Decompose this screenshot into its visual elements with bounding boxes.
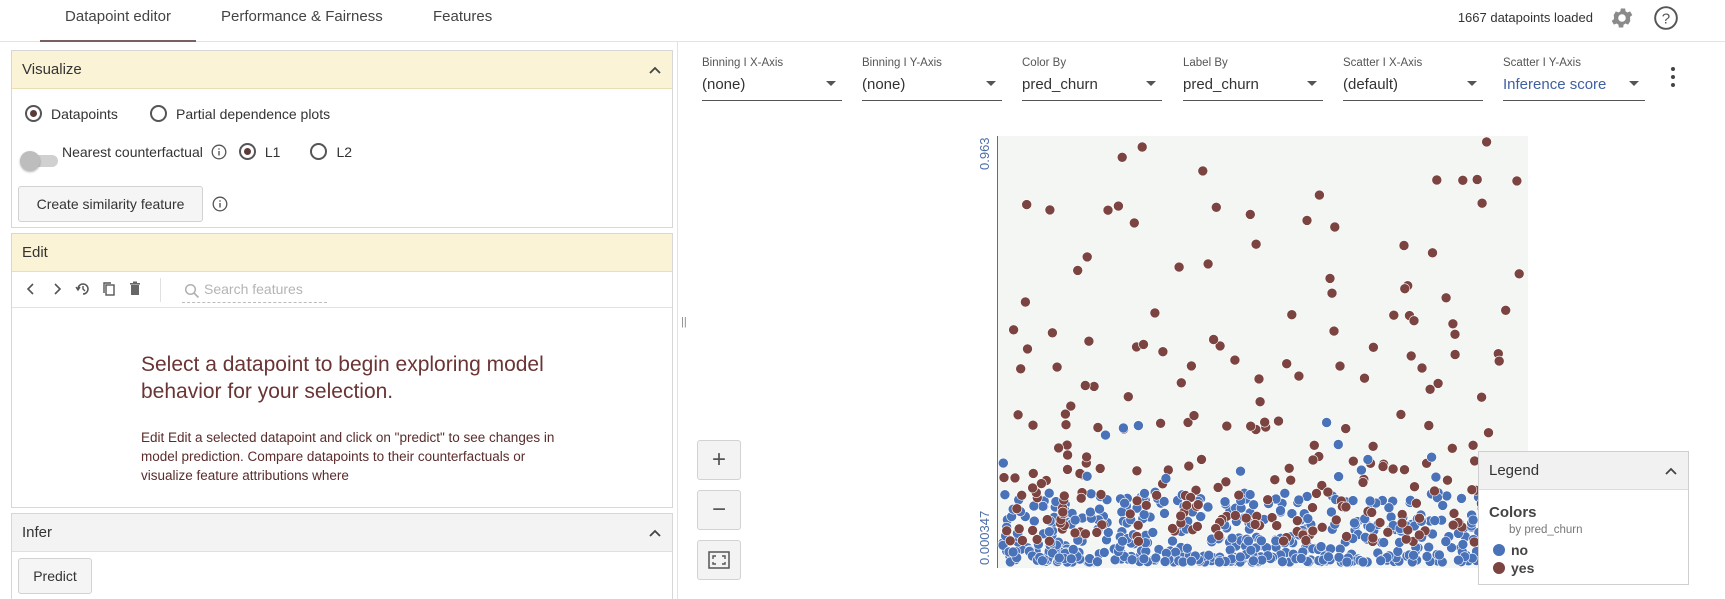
chevron-left-icon[interactable] bbox=[22, 280, 40, 298]
visualize-header[interactable]: Visualize bbox=[12, 51, 672, 89]
search-features-box[interactable] bbox=[182, 277, 327, 303]
y-axis-max-label: 0.963 bbox=[977, 137, 992, 170]
search-icon bbox=[184, 283, 200, 299]
left-panel: Visualize Datapoints Partial dependence … bbox=[11, 50, 673, 599]
dropdown-arrow-icon bbox=[1467, 81, 1477, 86]
color-by-value: pred_churn bbox=[1022, 76, 1098, 93]
visualize-section: Visualize Datapoints Partial dependence … bbox=[11, 50, 673, 228]
empty-state-title: Select a datapoint to begin exploring mo… bbox=[141, 353, 544, 403]
counterfactual-toggle[interactable] bbox=[20, 151, 60, 171]
legend-panel: Legend Colors by pred_churn no yes bbox=[1478, 451, 1689, 585]
gear-icon[interactable] bbox=[1609, 5, 1635, 31]
datapoints-loaded-status: 1667 datapoints loaded bbox=[1457, 10, 1593, 25]
predict-button[interactable]: Predict bbox=[18, 558, 92, 594]
edit-header[interactable]: Edit bbox=[12, 234, 672, 272]
infer-title: Infer bbox=[22, 524, 53, 541]
binning-x-value: (none) bbox=[702, 76, 746, 93]
scatter-x-label: Scatter I X-Axis bbox=[1343, 57, 1423, 69]
dropdown-arrow-icon bbox=[1629, 81, 1639, 86]
fit-screen-icon bbox=[708, 551, 730, 569]
radio-l1-label: L1 bbox=[264, 143, 281, 160]
scatter-plot-area[interactable] bbox=[997, 136, 1528, 568]
radio-datapoints-control[interactable] bbox=[25, 105, 42, 122]
delete-icon[interactable] bbox=[126, 280, 144, 298]
more-vert-icon[interactable] bbox=[1670, 66, 1676, 88]
radio-pdp-control[interactable] bbox=[150, 105, 167, 122]
infer-section: Infer Predict bbox=[11, 513, 673, 599]
zoom-out-button[interactable]: − bbox=[697, 490, 741, 530]
info-icon[interactable] bbox=[212, 196, 228, 212]
visualize-title: Visualize bbox=[22, 61, 82, 78]
help-icon[interactable]: ? bbox=[1653, 5, 1679, 31]
counterfactual-row: Nearest counterfactual L1 L2 bbox=[62, 143, 352, 160]
binning-y-value: (none) bbox=[862, 76, 906, 93]
legend-label-yes: yes bbox=[1511, 560, 1535, 576]
chevron-up-icon[interactable] bbox=[648, 63, 662, 77]
binning-y-axis-select[interactable]: Binning I Y-Axis (none) bbox=[862, 57, 1002, 101]
radio-l2-control[interactable] bbox=[310, 143, 328, 160]
scatter-y-label: Scatter I Y-Axis bbox=[1503, 57, 1581, 69]
copy-icon[interactable] bbox=[100, 280, 118, 298]
zoom-in-button[interactable]: + bbox=[697, 440, 741, 480]
chevron-up-icon[interactable] bbox=[648, 526, 662, 540]
edit-title: Edit bbox=[22, 244, 48, 261]
legend-header[interactable]: Legend bbox=[1479, 452, 1688, 490]
label-by-value: pred_churn bbox=[1183, 76, 1259, 93]
legend-item-no: no bbox=[1493, 542, 1528, 558]
edit-section: Edit Select a datapoint to begin explori… bbox=[11, 233, 673, 508]
legend-item-yes: yes bbox=[1493, 560, 1534, 576]
radio-l2-label: L2 bbox=[336, 143, 353, 160]
radio-partial-dependence[interactable]: Partial dependence plots bbox=[150, 105, 330, 122]
scatter-x-value: (default) bbox=[1343, 76, 1399, 93]
legend-colors-title: Colors bbox=[1489, 504, 1537, 521]
svg-text:?: ? bbox=[1662, 10, 1670, 27]
legend-label-no: no bbox=[1511, 542, 1529, 558]
counterfactual-label: Nearest counterfactual bbox=[62, 143, 203, 160]
empty-state-body: Edit Edit a selected datapoint and click… bbox=[141, 430, 555, 483]
top-nav: Datapoint editor Performance & Fairness … bbox=[0, 0, 1725, 42]
radio-datapoints[interactable]: Datapoints bbox=[25, 105, 118, 122]
legend-dot-yes bbox=[1493, 562, 1505, 574]
resize-handle[interactable]: || bbox=[681, 316, 687, 328]
search-features-input[interactable] bbox=[204, 281, 324, 297]
color-by-label: Color By bbox=[1022, 57, 1067, 69]
radio-pdp-label: Partial dependence plots bbox=[176, 105, 331, 122]
scatter-y-axis-select[interactable]: Scatter I Y-Axis Inference score bbox=[1503, 57, 1645, 101]
edit-toolbar bbox=[12, 272, 672, 308]
tab-datapoint-editor[interactable]: Datapoint editor bbox=[40, 0, 196, 42]
tab-performance-fairness[interactable]: Performance & Fairness bbox=[221, 8, 383, 25]
info-icon[interactable] bbox=[211, 144, 227, 160]
label-by-label: Label By bbox=[1183, 57, 1228, 69]
y-axis-min-label: 0.000347 bbox=[977, 510, 992, 565]
dropdown-arrow-icon bbox=[1146, 81, 1156, 86]
history-icon[interactable] bbox=[74, 280, 92, 298]
binning-y-label: Binning I Y-Axis bbox=[862, 57, 942, 69]
legend-colors-subtitle: by pred_churn bbox=[1509, 524, 1583, 536]
tab-features[interactable]: Features bbox=[433, 8, 493, 25]
scatter-y-value: Inference score bbox=[1503, 76, 1607, 93]
legend-dot-no bbox=[1493, 544, 1505, 556]
radio-datapoints-label: Datapoints bbox=[51, 105, 118, 122]
binning-x-label: Binning I X-Axis bbox=[702, 57, 784, 69]
toolbar-divider bbox=[160, 278, 161, 302]
dropdown-arrow-icon bbox=[826, 81, 836, 86]
color-by-select[interactable]: Color By pred_churn bbox=[1022, 57, 1162, 101]
chevron-right-icon[interactable] bbox=[48, 280, 66, 298]
legend-title: Legend bbox=[1489, 462, 1540, 479]
y-axis-line bbox=[997, 136, 998, 568]
scatter-x-axis-select[interactable]: Scatter I X-Axis (default) bbox=[1343, 57, 1483, 101]
dropdown-arrow-icon bbox=[986, 81, 996, 86]
panel-divider bbox=[677, 42, 678, 599]
label-by-select[interactable]: Label By pred_churn bbox=[1183, 57, 1323, 101]
chevron-up-icon[interactable] bbox=[1664, 464, 1678, 478]
toggle-knob bbox=[20, 151, 40, 171]
create-similarity-button[interactable]: Create similarity feature bbox=[18, 186, 203, 222]
dropdown-arrow-icon bbox=[1307, 81, 1317, 86]
infer-header[interactable]: Infer bbox=[12, 514, 672, 552]
binning-x-axis-select[interactable]: Binning I X-Axis (none) bbox=[702, 57, 842, 101]
radio-l1-control[interactable] bbox=[238, 143, 256, 160]
fit-to-screen-button[interactable] bbox=[697, 540, 741, 580]
